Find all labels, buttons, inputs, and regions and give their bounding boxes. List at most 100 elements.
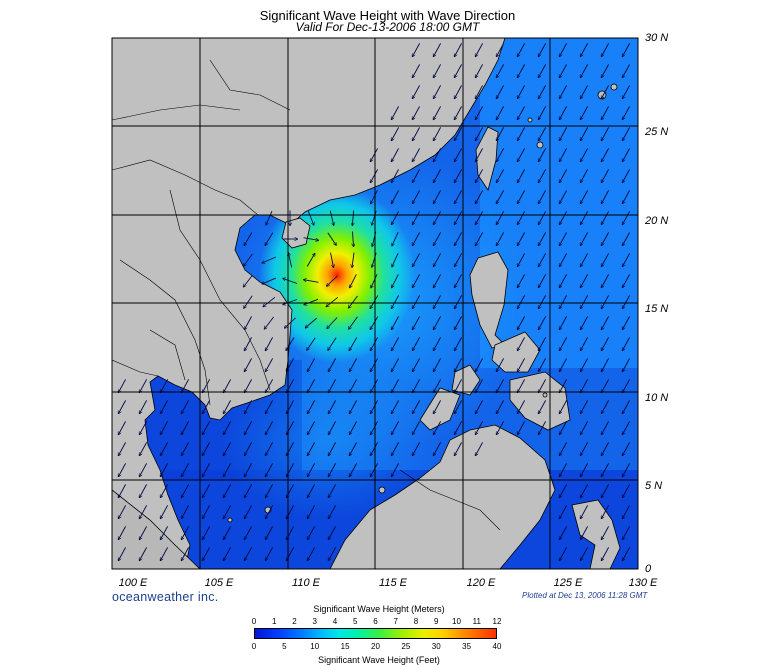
wave-arrow bbox=[223, 505, 231, 518]
wave-arrow bbox=[412, 379, 420, 392]
wave-arrow bbox=[580, 442, 588, 455]
wave-arrow bbox=[454, 253, 462, 266]
wave-arrow bbox=[244, 379, 252, 392]
wave-arrow bbox=[244, 232, 253, 246]
wave-arrow bbox=[139, 463, 147, 476]
wave-arrow bbox=[265, 463, 273, 476]
wave-arrow bbox=[327, 317, 338, 329]
wave-arrow bbox=[307, 379, 315, 392]
wave-arrow bbox=[622, 64, 630, 77]
wave-arrow bbox=[433, 400, 441, 413]
wave-arrow bbox=[412, 232, 420, 245]
wave-arrow bbox=[517, 232, 525, 245]
legend-meters-tick: 4 bbox=[332, 617, 338, 626]
wave-arrow bbox=[538, 211, 546, 224]
wave-arrow bbox=[391, 295, 399, 308]
wave-arrow bbox=[622, 295, 630, 308]
lat-label-25n: 25 N bbox=[645, 126, 669, 138]
wave-arrow bbox=[454, 190, 462, 203]
wave-arrow bbox=[370, 442, 378, 455]
wave-arrow bbox=[412, 442, 420, 455]
wave-arrow bbox=[538, 127, 546, 140]
wave-arrow bbox=[517, 106, 525, 119]
wave-arrow bbox=[328, 442, 336, 455]
lon-label-100e: 100 E bbox=[118, 577, 148, 589]
wave-arrow bbox=[181, 547, 189, 560]
wave-arrow bbox=[330, 252, 334, 268]
wave-arrow bbox=[181, 442, 189, 455]
wave-arrow bbox=[517, 127, 525, 140]
wave-arrow bbox=[263, 296, 276, 306]
wave-arrow bbox=[601, 547, 609, 560]
wave-arrow bbox=[559, 232, 567, 245]
wave-arrow bbox=[622, 400, 630, 413]
wave-arrow bbox=[265, 505, 273, 518]
wave-arrow bbox=[580, 358, 588, 371]
wave-arrow bbox=[202, 547, 210, 560]
wave-arrow bbox=[139, 421, 147, 434]
wave-arrow bbox=[454, 442, 462, 455]
legend-feet-tick: 0 bbox=[251, 642, 257, 651]
wave-arrow bbox=[622, 526, 630, 539]
wave-arrow bbox=[244, 337, 252, 350]
wave-arrow bbox=[370, 358, 378, 371]
wave-arrow bbox=[202, 400, 210, 413]
legend-meters-tick: 1 bbox=[272, 617, 277, 626]
wave-arrow bbox=[223, 484, 231, 497]
wave-arrow bbox=[139, 400, 147, 413]
wave-arrow bbox=[622, 85, 630, 98]
wave-arrow bbox=[244, 421, 252, 434]
wave-arrow bbox=[538, 253, 546, 266]
wave-arrow bbox=[412, 211, 420, 224]
wave-arrow bbox=[601, 379, 609, 392]
wave-arrow bbox=[391, 442, 399, 455]
wave-arrow bbox=[223, 379, 231, 392]
wave-arrow bbox=[349, 379, 357, 392]
wave-arrow bbox=[244, 547, 252, 560]
legend-meters-tick: 7 bbox=[393, 617, 398, 626]
wave-arrow bbox=[580, 379, 588, 392]
wave-arrow bbox=[559, 547, 567, 560]
wave-arrow bbox=[412, 358, 420, 371]
wave-arrow bbox=[307, 358, 315, 371]
wave-arrow bbox=[475, 421, 483, 434]
wave-arrow bbox=[433, 232, 441, 245]
legend-meters-tick: 11 bbox=[472, 617, 481, 626]
wave-arrow bbox=[475, 127, 483, 140]
wave-arrow bbox=[580, 43, 588, 56]
wave-arrow bbox=[327, 232, 336, 245]
wave-arrow bbox=[454, 358, 462, 371]
legend-meters-tick: 3 bbox=[312, 617, 317, 626]
wave-arrow bbox=[391, 106, 399, 119]
wave-arrow bbox=[265, 400, 273, 413]
wave-arrow bbox=[454, 421, 462, 434]
wave-arrow bbox=[306, 254, 315, 267]
wave-arrow bbox=[349, 337, 358, 351]
wave-arrow bbox=[265, 337, 273, 350]
wave-arrow bbox=[391, 148, 399, 161]
wave-arrow bbox=[202, 421, 210, 434]
sulawesi-island bbox=[571, 499, 621, 569]
wave-arrow bbox=[538, 232, 546, 245]
wave-arrow bbox=[454, 232, 462, 245]
wave-arrow bbox=[412, 274, 420, 287]
wave-arrow bbox=[475, 232, 483, 245]
wave-arrow bbox=[601, 274, 609, 287]
wave-arrow bbox=[475, 379, 483, 392]
wave-arrow bbox=[433, 127, 441, 140]
wave-arrow bbox=[559, 85, 567, 98]
map-subtitle: Valid For Dec-13-2006 18:00 GMT bbox=[295, 20, 480, 34]
wave-arrow bbox=[118, 421, 126, 434]
wave-arrow bbox=[580, 484, 588, 497]
wave-arrow bbox=[622, 274, 630, 287]
wave-arrow bbox=[559, 379, 567, 392]
wave-arrow bbox=[266, 210, 273, 225]
wave-arrow bbox=[601, 232, 609, 245]
wave-arrow bbox=[622, 106, 630, 119]
wave-arrow bbox=[454, 337, 462, 350]
wave-arrow bbox=[622, 379, 630, 392]
wave-arrow bbox=[328, 358, 336, 371]
wave-arrow bbox=[262, 256, 277, 263]
wave-arrow bbox=[559, 505, 567, 518]
wave-arrow bbox=[538, 148, 546, 161]
